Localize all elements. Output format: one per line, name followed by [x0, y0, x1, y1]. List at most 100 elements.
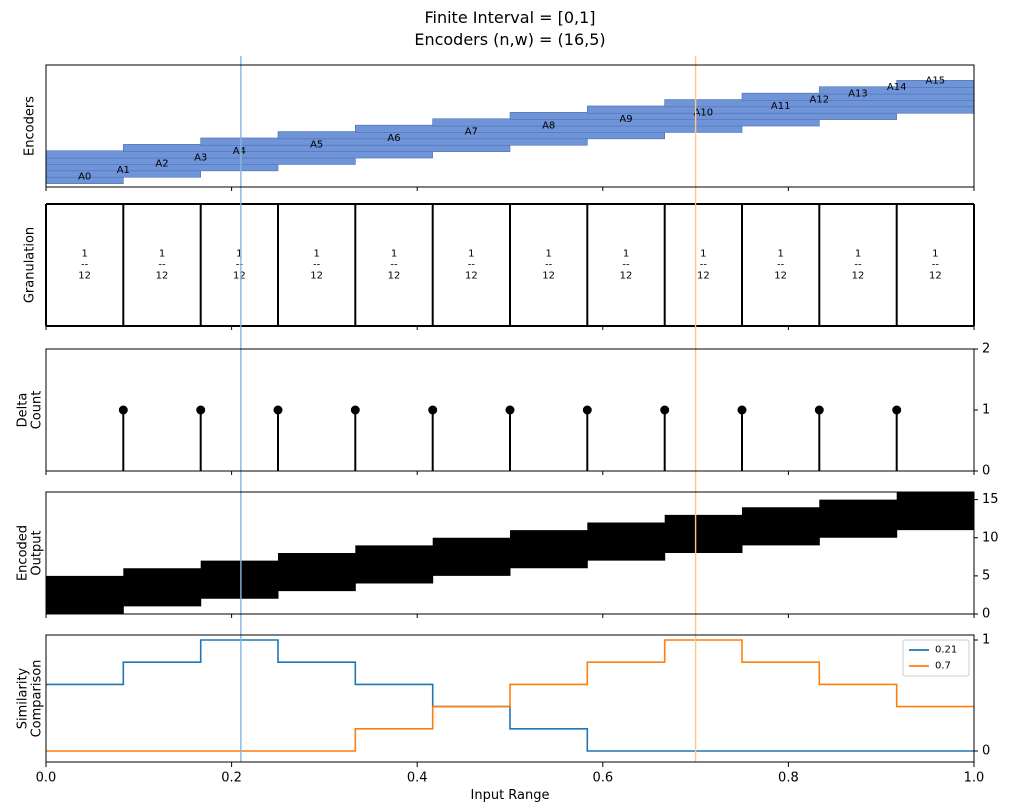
delta-ylabel-line2: Count: [30, 391, 45, 430]
encoder-label-10: A10: [694, 108, 714, 119]
x-axis-label: Input Range: [471, 788, 550, 803]
granule-numerator-11: 1: [932, 249, 938, 260]
granule-denominator-1: 12: [156, 271, 169, 282]
encoded-segment-5: [432, 537, 511, 576]
delta-marker-0: [118, 405, 128, 415]
granule-dash-8: --: [700, 260, 708, 271]
granule-dash-1: --: [158, 260, 166, 271]
encoder-label-6: A6: [387, 133, 400, 144]
encoders-frame: [45, 64, 975, 188]
delta-marker-2: [273, 405, 283, 415]
x-axis: 0.0 0.2 0.4 0.6 0.8 1.0: [36, 762, 985, 786]
granule-dash-0: --: [81, 260, 89, 271]
delta-count-panel: 0 1 2 Delta Count: [16, 342, 991, 479]
encoded-segment-2: [200, 560, 279, 599]
encoder-label-8: A8: [542, 120, 555, 131]
x-tick-label-3: 0.6: [592, 771, 613, 786]
granule-denominator-11: 12: [929, 271, 942, 282]
delta-marker-9: [814, 405, 824, 415]
granule-numerator-9: 1: [777, 249, 783, 260]
delta-y-tick-label-1: 1: [982, 403, 990, 418]
encoded-segment-10: [819, 499, 898, 538]
encoded-segment-6: [510, 530, 588, 569]
granule-dash-11: --: [932, 260, 940, 271]
encoded-segment-11: [896, 492, 975, 531]
granule-dash-9: --: [777, 260, 785, 271]
encoder-label-1: A1: [117, 165, 130, 176]
encoded-y-tick-label-2: 10: [982, 530, 999, 545]
encoded-frame: [45, 491, 975, 615]
vertical-markers: [240, 56, 697, 762]
granule-denominator-6: 12: [542, 271, 555, 282]
delta-marker-4: [428, 405, 438, 415]
similarity-y-tick-label-1: 1: [982, 633, 990, 648]
legend-label-1: 0.7: [935, 661, 951, 672]
x-tick-label-4: 0.8: [778, 771, 799, 786]
granule-numerator-7: 1: [623, 249, 629, 260]
encoder-label-3: A3: [194, 152, 207, 163]
granule-dash-7: --: [622, 260, 630, 271]
granulation-ylabel: Granulation: [23, 227, 38, 303]
encoded-y-tick-label-1: 5: [982, 568, 990, 583]
delta-ylabel-line1: Delta: [16, 393, 31, 428]
granule-numerator-4: 1: [391, 249, 397, 260]
encoder-label-9: A9: [619, 114, 632, 125]
granule-denominator-8: 12: [697, 271, 710, 282]
x-tick-label-1: 0.2: [221, 771, 242, 786]
granule-numerator-6: 1: [545, 249, 551, 260]
granule-dash-4: --: [390, 260, 398, 271]
encoded-segment-8: [664, 514, 743, 553]
granule-numerator-10: 1: [855, 249, 861, 260]
granule-denominator-2: 12: [233, 271, 246, 282]
granule-denominator-9: 12: [774, 271, 787, 282]
encoded-segment-3: [278, 553, 356, 592]
similarity-legend-box: [902, 639, 970, 677]
granule-dash-2: --: [236, 260, 244, 271]
encoder-label-14: A14: [887, 82, 907, 93]
encoder-label-0: A0: [78, 172, 91, 183]
encoder-label-2: A2: [155, 159, 168, 170]
delta-marker-8: [737, 405, 747, 415]
delta-marker-5: [505, 405, 515, 415]
panel-frames: [45, 64, 975, 763]
similarity-y-tick-label-0: 0: [982, 744, 990, 759]
granule-denominator-10: 12: [852, 271, 865, 282]
delta-marker-1: [196, 405, 206, 415]
granule-denominator-3: 12: [310, 271, 323, 282]
encoded-segment-7: [587, 522, 666, 561]
granule-numerator-0: 1: [81, 249, 87, 260]
encoder-label-5: A5: [310, 140, 323, 151]
similarity-line-1: [46, 639, 974, 752]
encoder-label-15: A15: [926, 76, 946, 87]
similarity-line-0: [46, 639, 974, 752]
chart-title-line1: Finite Interval = [0,1]: [424, 8, 595, 27]
granule-numerator-2: 1: [236, 249, 242, 260]
delta-marker-10: [892, 405, 902, 415]
similarity-ylabel-line1: Similarity: [16, 667, 31, 729]
encoder-label-4: A4: [233, 146, 246, 157]
granule-dash-10: --: [854, 260, 862, 271]
encoded-ylabel-line1: Encoded: [16, 525, 31, 581]
x-tick-label-2: 0.4: [407, 771, 428, 786]
granulation-panel: 1--121--121--121--121--121--121--121--12…: [23, 203, 975, 330]
encoded-y-tick-label-0: 0: [982, 607, 990, 622]
delta-y-tick-label-2: 2: [982, 342, 990, 357]
granule-denominator-4: 12: [388, 271, 401, 282]
similarity-panel: 0 1 0.21 0.7 Similarity Comparison: [16, 633, 991, 759]
granule-denominator-7: 12: [620, 271, 633, 282]
delta-marker-3: [350, 405, 360, 415]
encoded-segment-9: [742, 507, 820, 546]
x-tick-label-5: 1.0: [964, 771, 985, 786]
encoded-segment-4: [355, 545, 434, 584]
encoded-y-tick-label-3: 15: [982, 492, 999, 507]
granule-numerator-1: 1: [159, 249, 165, 260]
delta-marker-7: [660, 405, 670, 415]
encoded-segment-0: [46, 575, 124, 614]
granule-dash-6: --: [545, 260, 553, 271]
encoded-output-panel: 0 5 10 15 Encoded Output: [16, 492, 999, 622]
encoder-label-7: A7: [465, 127, 478, 138]
granule-numerator-8: 1: [700, 249, 706, 260]
x-tick-label-0: 0.0: [36, 771, 57, 786]
encoder-label-11: A11: [771, 101, 791, 112]
granule-denominator-5: 12: [465, 271, 478, 282]
